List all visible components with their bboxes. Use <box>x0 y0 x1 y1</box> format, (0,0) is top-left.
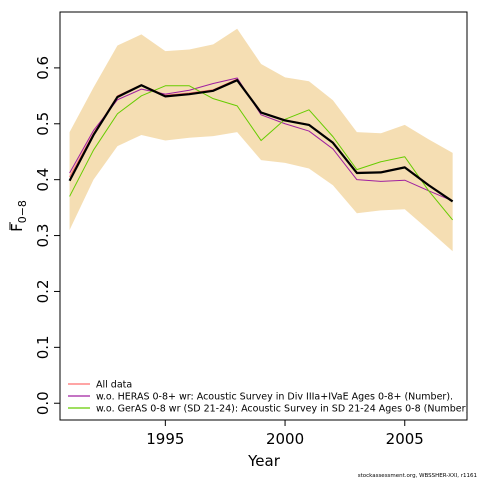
y-axis-title-main: F <box>8 223 26 232</box>
legend-label: w.o. GerAS 0-8 wr (SD 21-24): Acoustic S… <box>96 404 472 415</box>
legend-label: w.o. HERAS 0-8+ wr: Acoustic Survey in D… <box>96 392 453 403</box>
svg-text:F0−8: F0−8 <box>8 200 29 232</box>
y-tick-label: 0.2 <box>34 280 52 304</box>
x-tick-label: 1995 <box>146 430 184 448</box>
x-axis: 1995 2000 2005 <box>146 420 424 448</box>
series-line-2 <box>69 77 453 202</box>
series-line-3 <box>69 85 454 221</box>
x-axis-title: Year <box>247 452 281 470</box>
y-tick-label: 0.0 <box>34 391 52 415</box>
y-tick-label: 0.5 <box>34 112 52 136</box>
y-tick-label: 0.3 <box>34 224 52 248</box>
legend-label: All data <box>96 380 132 391</box>
x-tick-label: 2005 <box>386 430 424 448</box>
y-axis-title: F0−8 <box>8 200 29 232</box>
y-tick-label: 0.4 <box>34 168 52 192</box>
y-axis: 0.0 0.1 0.2 0.3 0.4 0.5 0.6 <box>34 56 60 415</box>
plot-frame <box>59 11 468 421</box>
series-line-0 <box>68 79 454 203</box>
y-tick-label: 0.6 <box>34 56 52 80</box>
y-tick-label: 0.1 <box>34 335 52 359</box>
y-axis-title-sub: 0−8 <box>16 200 29 223</box>
footer-credit: stockassessment.org, WBSSHER-XXI, r1161 <box>358 473 477 479</box>
series-lines <box>68 77 454 221</box>
x-tick-label: 2000 <box>266 430 304 448</box>
